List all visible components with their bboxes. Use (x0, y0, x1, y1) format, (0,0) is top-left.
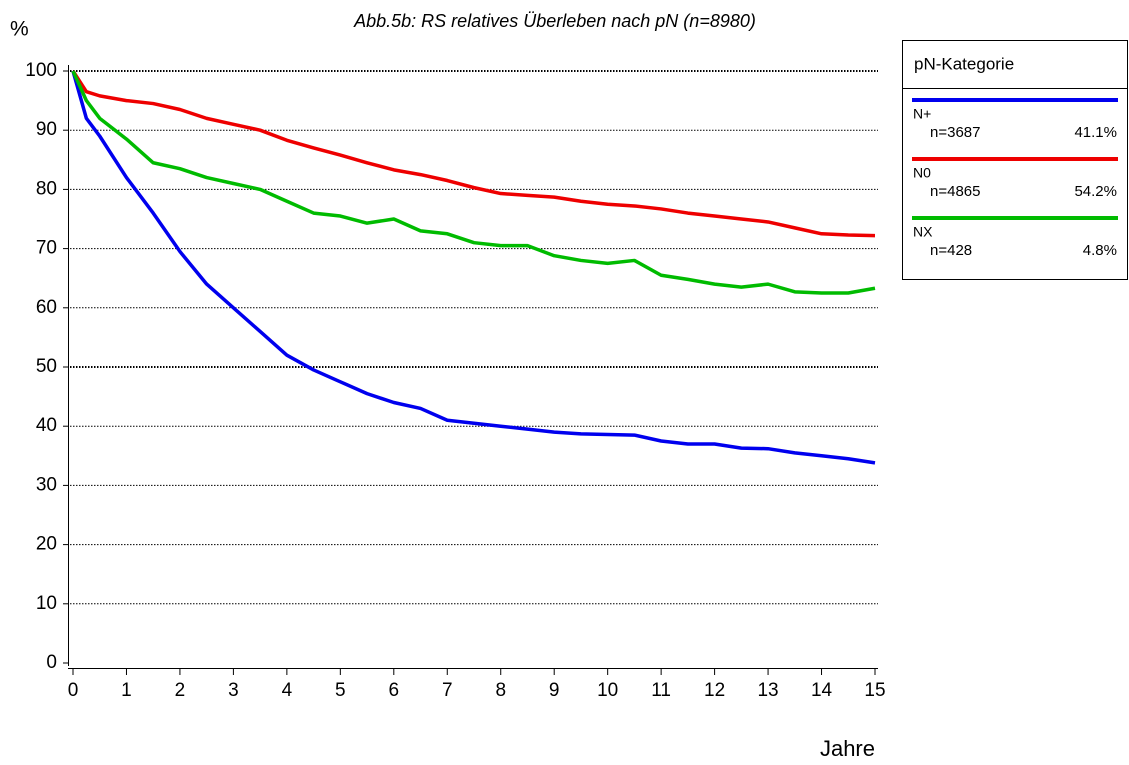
y-tick-label: 80 (36, 178, 57, 199)
legend-box (902, 40, 1128, 280)
legend-count: n=428 (930, 242, 972, 259)
x-tick-label: 10 (597, 680, 618, 701)
legend-label: N+ (913, 106, 931, 122)
x-tick-label: 14 (811, 680, 833, 701)
x-tick-label: 0 (68, 680, 79, 701)
series-line (71, 70, 876, 465)
x-tick-label: 1 (121, 680, 132, 701)
legend-title: pN-Kategorie (914, 54, 1014, 73)
y-tick-label: 100 (25, 60, 57, 81)
x-tick-label: 3 (228, 680, 239, 701)
x-tick-label: 5 (335, 680, 346, 701)
x-tick-label: 6 (389, 680, 400, 701)
x-tick-label: 4 (282, 680, 293, 701)
y-tick-label: 10 (36, 593, 57, 614)
legend-count: n=3687 (930, 124, 980, 141)
chart-title: Abb.5b: RS relatives Überleben nach pN (… (353, 11, 756, 31)
x-tick-label: 11 (651, 680, 671, 701)
legend-share: 41.1% (1074, 124, 1117, 141)
y-tick-label: 20 (36, 534, 57, 555)
legend-share: 54.2% (1074, 183, 1117, 200)
y-axis-label: % (10, 18, 29, 41)
x-tick-label: 9 (549, 680, 560, 701)
x-tick-label: 2 (175, 680, 186, 701)
x-axis-label: Jahre (820, 736, 875, 761)
legend-count: n=4865 (930, 183, 980, 200)
x-tick-label: 13 (757, 680, 778, 701)
x-tick-label: 8 (495, 680, 506, 701)
series-line (71, 70, 876, 295)
x-tick-label: 12 (704, 680, 725, 701)
series-line (71, 70, 876, 238)
y-tick-label: 0 (46, 652, 57, 673)
legend-share: 4.8% (1083, 242, 1117, 259)
y-tick-label: 50 (36, 356, 57, 377)
y-tick-label: 90 (36, 119, 57, 140)
legend-label: NX (913, 224, 933, 240)
x-tick-label: 7 (442, 680, 453, 701)
x-tick-label: 15 (864, 680, 885, 701)
y-tick-label: 30 (36, 474, 57, 495)
y-tick-label: 70 (36, 238, 57, 259)
y-tick-label: 40 (36, 415, 57, 436)
y-tick-label: 60 (36, 297, 57, 318)
legend-label: N0 (913, 165, 931, 181)
